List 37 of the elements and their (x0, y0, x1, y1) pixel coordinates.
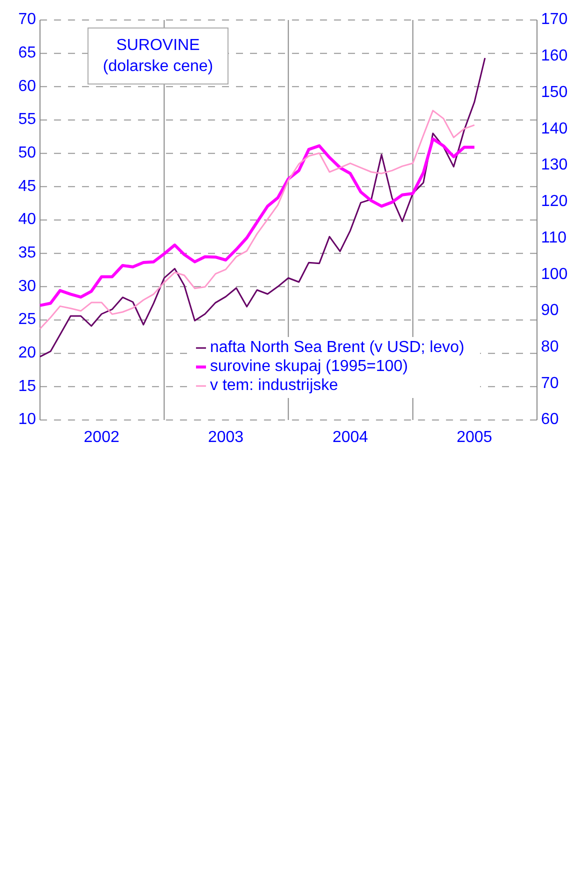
legend-label: nafta North Sea Brent (v USD; levo) (210, 339, 464, 356)
y-tick-label: 45 (18, 178, 36, 195)
y-tick-label: 30 (18, 278, 36, 295)
y-tick-label: 35 (18, 244, 36, 262)
y2-tick-label: 110 (541, 229, 567, 246)
y-tick-label: 25 (18, 311, 36, 328)
y2-tick-label: 160 (541, 48, 568, 65)
y2-tick-label: 100 (541, 266, 568, 283)
line-series (38, 137, 476, 307)
y-tick-label: 40 (18, 211, 36, 228)
y2-tick-label: 140 (541, 120, 568, 138)
y2-tick-label: 170 (541, 11, 568, 28)
x-tick-label: 2004 (332, 429, 368, 446)
text: SUROVINE (116, 37, 200, 54)
y-tick-label: 20 (18, 344, 36, 362)
legend-label: surovine skupaj (1995=100) (210, 358, 408, 376)
y-tick-label: 15 (18, 378, 36, 395)
y2-tick-label: 60 (541, 411, 559, 428)
y-tick-label: 65 (18, 44, 36, 62)
y2-tick-label: 150 (541, 84, 568, 101)
y-tick-label: 10 (18, 411, 36, 428)
x-tick-label: 2003 (208, 429, 244, 446)
y2-tick-label: 90 (541, 302, 559, 320)
y2-tick-label: 120 (541, 193, 568, 210)
line-series (39, 110, 476, 330)
y-tick-label: 70 (18, 11, 36, 28)
text: (dolarske cene) (102, 58, 214, 76)
x-tick-label: 2002 (84, 429, 120, 446)
line-series (39, 57, 486, 358)
legend-label: v tem: industrijske (210, 377, 338, 394)
y-tick-label: 60 (18, 78, 36, 95)
y-tick-label: 55 (18, 111, 36, 128)
y2-tick-label: 130 (541, 156, 568, 174)
y2-tick-label: 80 (541, 338, 559, 356)
y2-tick-label: 70 (541, 374, 559, 392)
y-tick-label: 50 (18, 144, 36, 162)
x-tick-label: 2005 (456, 429, 492, 446)
